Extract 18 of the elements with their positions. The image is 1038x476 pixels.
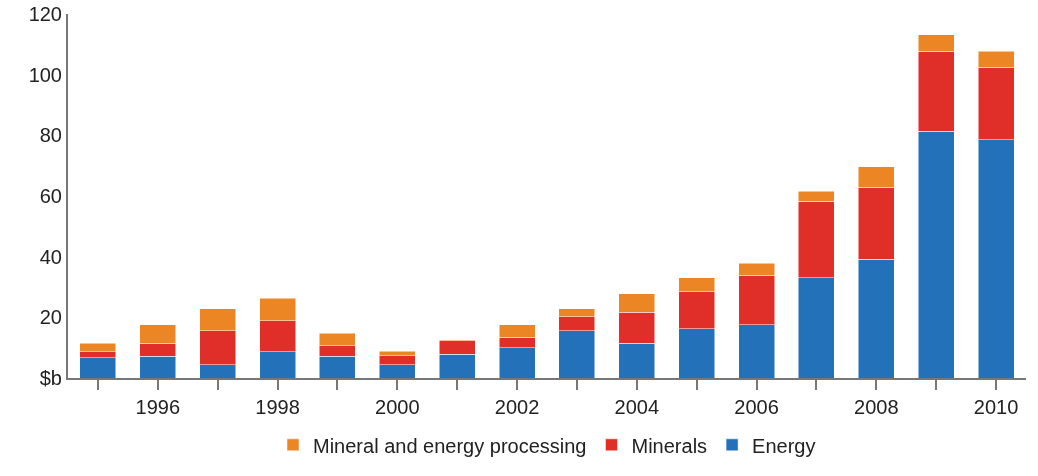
legend-label: Minerals — [631, 434, 708, 457]
x-tick-label: 2002 — [494, 396, 540, 418]
x-tick-label: 1996 — [135, 396, 181, 418]
x-tick-label: 2008 — [854, 396, 899, 418]
x-tick-label: 2006 — [734, 396, 779, 418]
y-tick-label: 40 — [39, 245, 62, 268]
y-tick-label: 20 — [39, 306, 62, 329]
y-tick-label: $b — [39, 367, 62, 389]
x-tick-label: 2004 — [614, 396, 660, 418]
y-tick-label: 120 — [28, 3, 62, 25]
x-tick-label: 1998 — [255, 396, 300, 418]
y-tick-label: 100 — [28, 63, 62, 86]
legend-label: Mineral and energy processing — [313, 434, 587, 457]
y-tick-label: 60 — [39, 185, 62, 207]
legend-label: Energy — [752, 434, 816, 457]
x-tick-label: 2010 — [973, 396, 1019, 418]
x-tick-label: 2000 — [375, 396, 420, 418]
y-tick-label: 80 — [39, 124, 62, 147]
